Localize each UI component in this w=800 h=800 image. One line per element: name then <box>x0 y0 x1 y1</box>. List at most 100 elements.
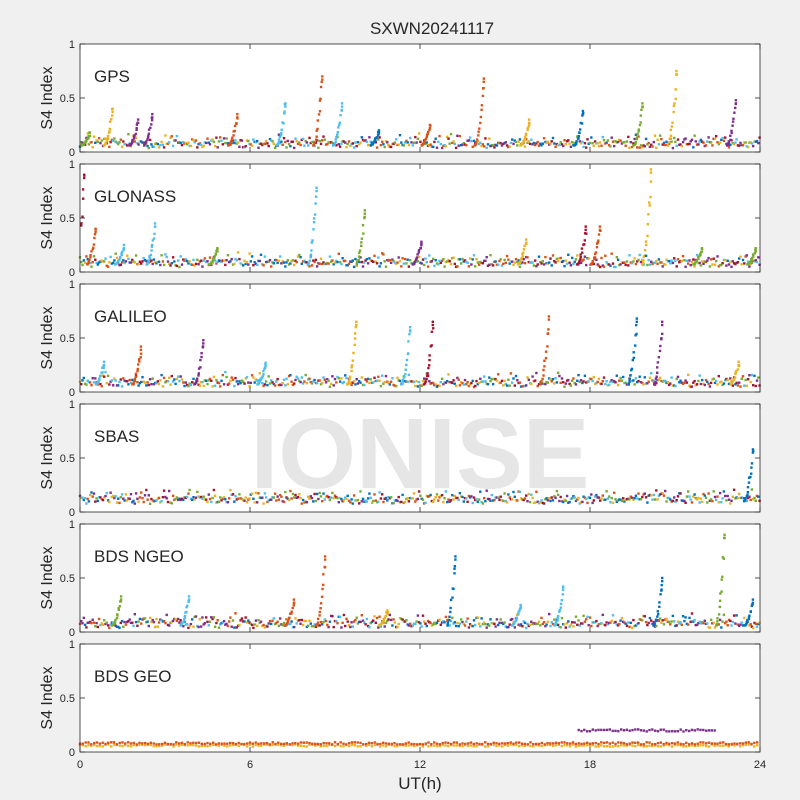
data-point <box>583 742 586 745</box>
data-point <box>457 498 460 502</box>
data-point <box>651 743 654 746</box>
data-point <box>590 493 593 496</box>
data-point <box>424 742 427 745</box>
data-point <box>202 144 205 147</box>
data-point <box>135 127 138 130</box>
data-point <box>591 142 594 145</box>
data-point <box>260 744 263 747</box>
data-point <box>177 617 180 621</box>
data-point <box>282 500 286 504</box>
data-point <box>750 742 753 746</box>
data-point <box>752 626 755 630</box>
data-point <box>713 263 717 266</box>
data-point <box>502 499 505 503</box>
data-point <box>737 360 740 363</box>
data-point <box>327 379 330 382</box>
data-point <box>378 265 381 268</box>
data-point <box>576 379 579 382</box>
data-point <box>524 135 527 139</box>
data-point <box>179 141 182 145</box>
data-point <box>625 140 629 143</box>
data-point <box>365 744 368 747</box>
data-point <box>206 500 209 504</box>
data-point <box>202 339 205 342</box>
data-point <box>158 743 161 746</box>
data-point <box>532 501 536 505</box>
data-point <box>735 496 738 499</box>
data-point <box>578 502 581 505</box>
data-point <box>419 140 422 143</box>
data-point <box>528 123 531 126</box>
data-point <box>448 500 451 503</box>
data-point <box>438 134 441 138</box>
data-point <box>234 376 237 380</box>
data-point <box>309 622 312 625</box>
data-point <box>81 188 85 191</box>
data-point <box>482 87 485 90</box>
data-point <box>522 498 525 502</box>
data-point <box>336 133 339 136</box>
data-point <box>546 620 550 623</box>
data-point <box>213 494 217 497</box>
data-point <box>739 623 742 626</box>
data-point <box>110 262 114 265</box>
data-point <box>237 744 240 747</box>
data-point <box>454 555 457 558</box>
data-point <box>473 144 476 147</box>
data-point <box>189 263 193 266</box>
data-point <box>187 595 191 598</box>
data-point <box>746 491 750 494</box>
data-point <box>314 625 318 628</box>
data-point <box>192 139 195 142</box>
data-point <box>508 262 511 265</box>
data-point <box>666 496 669 500</box>
data-point <box>148 502 152 505</box>
data-point <box>257 259 260 263</box>
data-point <box>115 743 118 746</box>
data-point <box>138 382 142 385</box>
data-point <box>360 136 363 139</box>
data-point <box>704 622 708 625</box>
data-point <box>667 383 671 387</box>
data-point <box>440 494 444 497</box>
data-point <box>693 379 696 383</box>
data-point <box>498 621 501 624</box>
data-point <box>386 612 389 615</box>
data-point <box>354 618 357 622</box>
data-point <box>685 495 689 498</box>
data-point <box>112 494 115 498</box>
data-point <box>86 132 89 135</box>
data-point <box>674 384 677 388</box>
data-point <box>521 261 524 264</box>
data-point <box>574 742 577 746</box>
data-point <box>108 127 112 131</box>
data-point <box>244 616 247 619</box>
data-point <box>248 142 251 146</box>
data-point <box>368 492 371 495</box>
data-point <box>392 142 395 145</box>
data-point <box>132 381 135 384</box>
data-point <box>736 368 739 371</box>
data-point <box>718 618 722 622</box>
data-point <box>679 744 682 747</box>
data-point <box>542 368 545 372</box>
data-point <box>233 124 237 128</box>
data-point <box>439 142 442 146</box>
data-point <box>314 141 318 144</box>
data-point <box>364 378 367 381</box>
data-point <box>198 260 201 263</box>
data-point <box>225 259 228 262</box>
data-point <box>716 141 719 144</box>
data-point <box>637 135 640 138</box>
data-point <box>629 621 632 624</box>
data-point <box>656 138 659 141</box>
data-point <box>197 367 201 370</box>
data-point <box>231 263 235 266</box>
data-point <box>226 254 230 257</box>
data-point <box>157 496 161 500</box>
data-point <box>715 622 719 626</box>
data-point <box>425 624 428 628</box>
data-point <box>679 260 682 263</box>
data-point <box>506 741 509 745</box>
data-point <box>694 384 697 387</box>
